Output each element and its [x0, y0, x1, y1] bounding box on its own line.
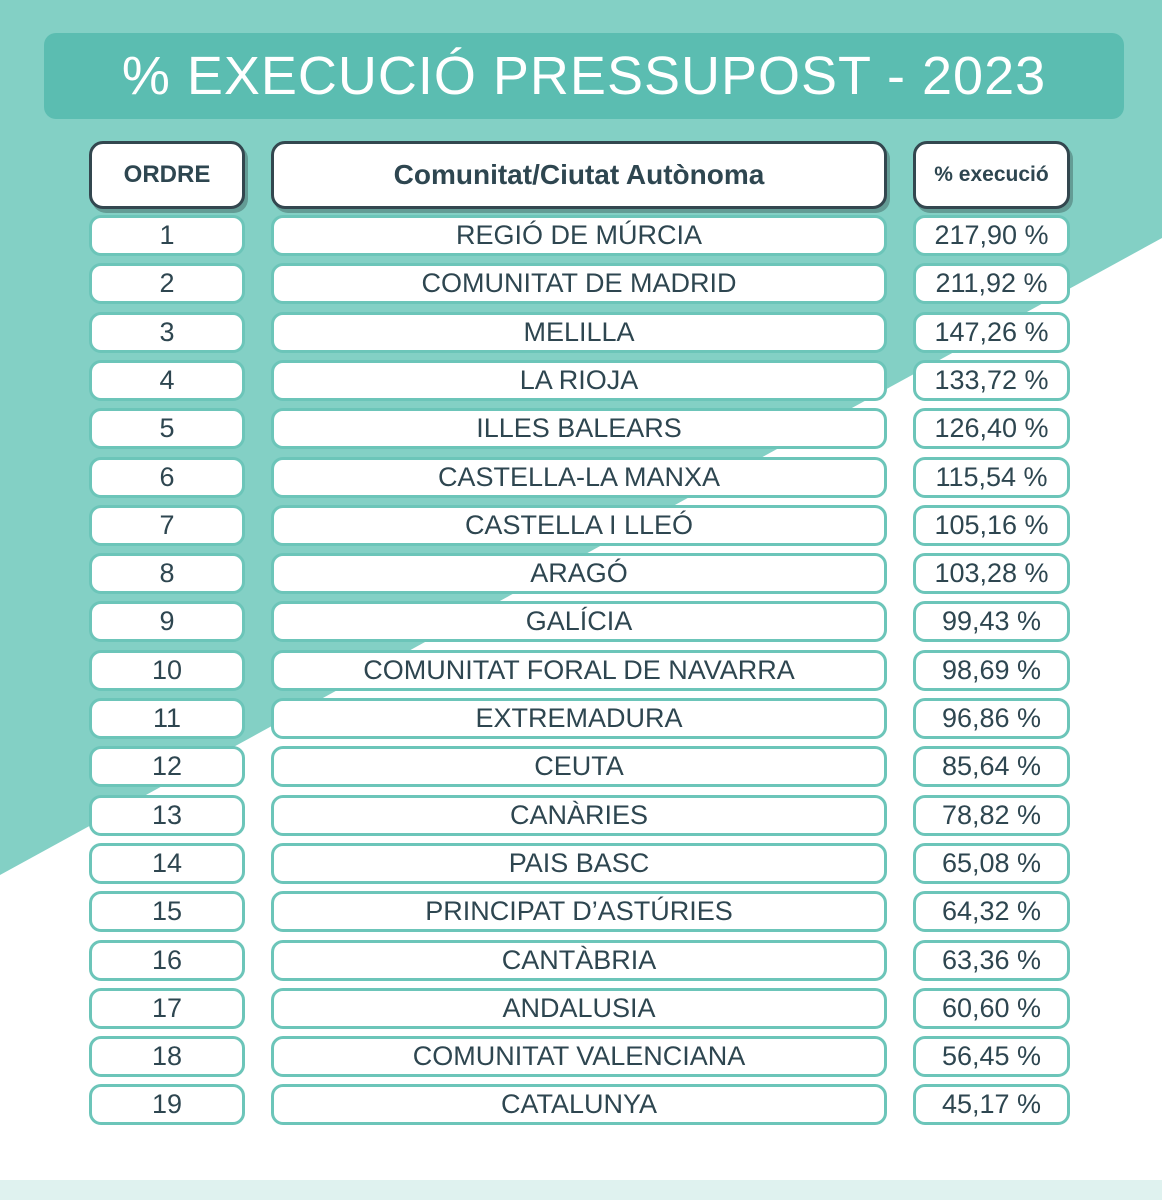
row-community: CANÀRIES: [271, 795, 887, 836]
row-percent: 98,69 %: [913, 650, 1070, 691]
row-community: REGIÓ DE MÚRCIA: [271, 215, 887, 256]
row-community: EXTREMADURA: [271, 698, 887, 739]
header-community: Comunitat/Ciutat Autònoma: [271, 141, 887, 209]
row-percent: 103,28 %: [913, 553, 1070, 594]
row-community: CATALUNYA: [271, 1084, 887, 1125]
row-order: 15: [89, 891, 245, 932]
row-order: 17: [89, 988, 245, 1029]
row-community: PAIS BASC: [271, 843, 887, 884]
row-percent: 133,72 %: [913, 360, 1070, 401]
row-percent: 45,17 %: [913, 1084, 1070, 1125]
row-percent: 78,82 %: [913, 795, 1070, 836]
row-percent: 60,60 %: [913, 988, 1070, 1029]
row-percent: 64,32 %: [913, 891, 1070, 932]
row-percent: 105,16 %: [913, 505, 1070, 546]
header-percent: % execució: [913, 141, 1070, 209]
row-community: GALÍCIA: [271, 601, 887, 642]
row-community: COMUNITAT DE MADRID: [271, 263, 887, 304]
row-order: 4: [89, 360, 245, 401]
row-percent: 99,43 %: [913, 601, 1070, 642]
row-order: 18: [89, 1036, 245, 1077]
page-title: % EXECUCIÓ PRESSUPOST - 2023: [44, 33, 1124, 119]
header-order: ORDRE: [89, 141, 245, 209]
row-community: COMUNITAT FORAL DE NAVARRA: [271, 650, 887, 691]
row-community: COMUNITAT VALENCIANA: [271, 1036, 887, 1077]
row-community: CANTÀBRIA: [271, 940, 887, 981]
row-community: CASTELLA-LA MANXA: [271, 457, 887, 498]
row-percent: 56,45 %: [913, 1036, 1070, 1077]
row-community: MELILLA: [271, 312, 887, 353]
row-order: 5: [89, 408, 245, 449]
row-order: 19: [89, 1084, 245, 1125]
row-order: 16: [89, 940, 245, 981]
row-community: ILLES BALEARS: [271, 408, 887, 449]
row-order: 2: [89, 263, 245, 304]
row-percent: 96,86 %: [913, 698, 1070, 739]
row-order: 13: [89, 795, 245, 836]
row-order: 14: [89, 843, 245, 884]
row-percent: 63,36 %: [913, 940, 1070, 981]
row-order: 11: [89, 698, 245, 739]
row-community: CEUTA: [271, 746, 887, 787]
row-community: CASTELLA I LLEÓ: [271, 505, 887, 546]
row-percent: 65,08 %: [913, 843, 1070, 884]
row-percent: 85,64 %: [913, 746, 1070, 787]
row-order: 9: [89, 601, 245, 642]
row-order: 10: [89, 650, 245, 691]
row-percent: 217,90 %: [913, 215, 1070, 256]
row-community: PRINCIPAT D’ASTÚRIES: [271, 891, 887, 932]
row-percent: 115,54 %: [913, 457, 1070, 498]
row-order: 6: [89, 457, 245, 498]
row-percent: 211,92 %: [913, 263, 1070, 304]
row-order: 8: [89, 553, 245, 594]
row-community: ARAGÓ: [271, 553, 887, 594]
row-community: LA RIOJA: [271, 360, 887, 401]
row-percent: 147,26 %: [913, 312, 1070, 353]
row-order: 1: [89, 215, 245, 256]
row-percent: 126,40 %: [913, 408, 1070, 449]
row-order: 3: [89, 312, 245, 353]
bottom-strip: [0, 1180, 1162, 1200]
row-order: 12: [89, 746, 245, 787]
row-order: 7: [89, 505, 245, 546]
row-community: ANDALUSIA: [271, 988, 887, 1029]
